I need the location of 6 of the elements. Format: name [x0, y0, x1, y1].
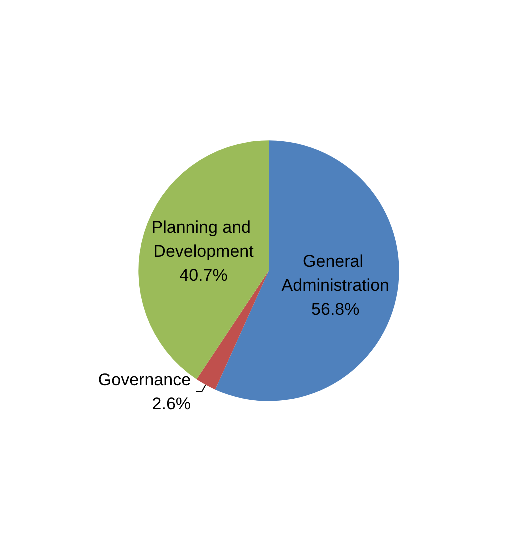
data-label: 40.7% — [180, 266, 228, 285]
slice-label: General Administration — [282, 252, 390, 295]
data-label: 2.6% — [152, 394, 192, 414]
slice-label: Planning and Development — [152, 218, 256, 261]
data-label: 56.8% — [312, 300, 360, 319]
slice-label: Governance — [98, 370, 192, 390]
